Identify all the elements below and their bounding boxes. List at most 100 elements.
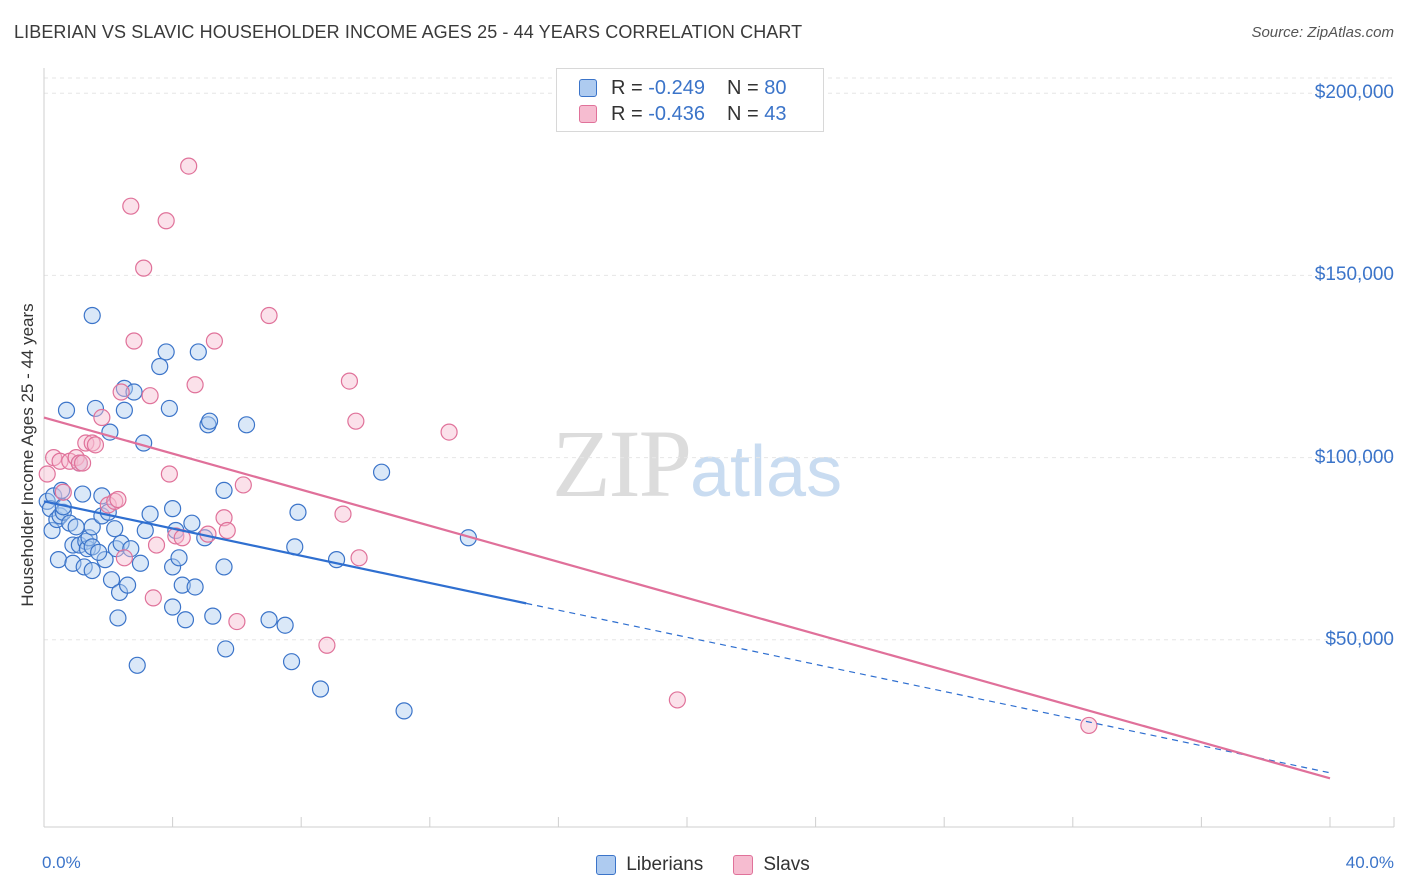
slav-point	[51, 452, 69, 470]
slav-point	[180, 157, 198, 175]
liberian-point	[122, 540, 140, 558]
liberian-point	[217, 640, 235, 658]
liberians-legend-swatch	[596, 855, 617, 875]
slav-point	[234, 476, 252, 494]
liberian-point	[112, 534, 130, 552]
slav-point	[440, 423, 458, 441]
liberian-point	[109, 609, 127, 627]
liberian-point	[160, 399, 178, 418]
legend-item-liberians[interactable]: Liberians	[596, 854, 703, 876]
liberian-point	[395, 702, 413, 720]
liberian-point	[372, 463, 391, 481]
liberian-point	[80, 529, 98, 547]
watermark: ZIPatlas	[552, 408, 842, 519]
liberian-point	[237, 416, 256, 434]
liberians-swatch	[579, 79, 597, 97]
liberian-point	[215, 558, 233, 576]
liberian-point	[189, 343, 207, 361]
liberian-point	[173, 576, 191, 594]
slav-point	[167, 527, 185, 545]
liberians-trend-extension	[526, 602, 1331, 774]
liberian-point	[64, 554, 82, 572]
slav-point	[86, 436, 105, 454]
legend-label: Slavs	[763, 854, 810, 875]
liberian-point	[204, 607, 222, 625]
slav-point	[73, 454, 92, 472]
liberian-point	[54, 503, 72, 521]
liberian-point	[260, 611, 278, 629]
y-tick-label: $100,000	[1314, 446, 1394, 468]
slav-point	[115, 549, 133, 567]
liberian-point	[215, 481, 233, 500]
liberian-point	[164, 500, 182, 518]
slav-point	[54, 483, 72, 501]
liberian-point	[102, 571, 121, 589]
liberian-point	[67, 518, 85, 536]
n-label: N =	[726, 76, 759, 99]
n-label: N =	[726, 102, 759, 125]
chart-title: LIBERIAN VS SLAVIC HOUSEHOLDER INCOME AG…	[14, 22, 803, 42]
liberian-point	[128, 656, 146, 674]
slav-point	[157, 212, 175, 230]
y-tick-label: $200,000	[1314, 82, 1394, 104]
liberian-point	[106, 520, 124, 538]
slav-point	[38, 465, 56, 483]
slav-point	[1080, 716, 1098, 735]
y-tick-label: $50,000	[1325, 628, 1394, 650]
liberian-point	[75, 558, 93, 576]
stats-row-liberians: R = -0.249 N = 80	[579, 75, 786, 101]
stats-row-slavs: R = -0.436 N = 43	[579, 101, 786, 127]
x-tick-label-max: 40.0%	[1345, 853, 1394, 872]
liberian-point	[141, 505, 159, 523]
liberian-point	[73, 485, 92, 503]
slav-point	[93, 408, 111, 427]
slav-point	[347, 412, 365, 430]
liberian-point	[176, 611, 195, 629]
y-tick-label: $150,000	[1314, 264, 1394, 286]
slav-point	[218, 521, 236, 540]
chart-source: Source: ZipAtlas.com	[1251, 24, 1394, 41]
liberian-point	[282, 653, 301, 671]
liberian-point	[83, 561, 101, 580]
n-value: 43	[764, 102, 787, 125]
r-label: R =	[611, 102, 643, 125]
liberian-point	[90, 543, 108, 561]
slav-point	[135, 259, 153, 277]
liberians-trend-line	[43, 500, 527, 605]
liberian-point	[186, 578, 204, 596]
liberian-point	[131, 554, 150, 572]
r-value: -0.436	[648, 102, 705, 125]
slav-point	[122, 197, 140, 215]
legend-item-slavs[interactable]: Slavs	[733, 854, 810, 876]
slav-point	[340, 372, 359, 390]
liberian-point	[83, 306, 101, 325]
slav-point	[112, 383, 130, 401]
legend: Liberians Slavs	[0, 852, 1406, 878]
slav-point	[160, 465, 178, 483]
watermark-atlas: atlas	[690, 432, 843, 512]
slav-point	[141, 387, 159, 405]
slavs-swatch	[579, 105, 597, 123]
liberian-point	[93, 487, 111, 505]
slav-point	[228, 612, 246, 631]
liberian-point	[49, 551, 68, 569]
liberian-point	[311, 680, 330, 698]
liberian-point	[164, 598, 182, 616]
liberian-point	[164, 558, 182, 576]
r-label: R =	[611, 76, 643, 99]
liberian-point	[86, 399, 105, 418]
slav-point	[125, 332, 143, 350]
liberian-point	[57, 401, 76, 419]
slav-point	[215, 509, 233, 527]
slav-point	[318, 636, 336, 654]
n-value: 80	[764, 76, 787, 99]
slav-point	[334, 505, 352, 523]
slav-point	[109, 490, 127, 509]
liberian-point	[200, 412, 219, 430]
liberian-point	[43, 521, 61, 540]
slav-point	[147, 536, 166, 554]
watermark-zip: ZIP	[552, 410, 692, 517]
x-tick-label-min: 0.0%	[42, 853, 81, 872]
liberian-point	[115, 401, 133, 419]
slav-point	[205, 332, 223, 350]
